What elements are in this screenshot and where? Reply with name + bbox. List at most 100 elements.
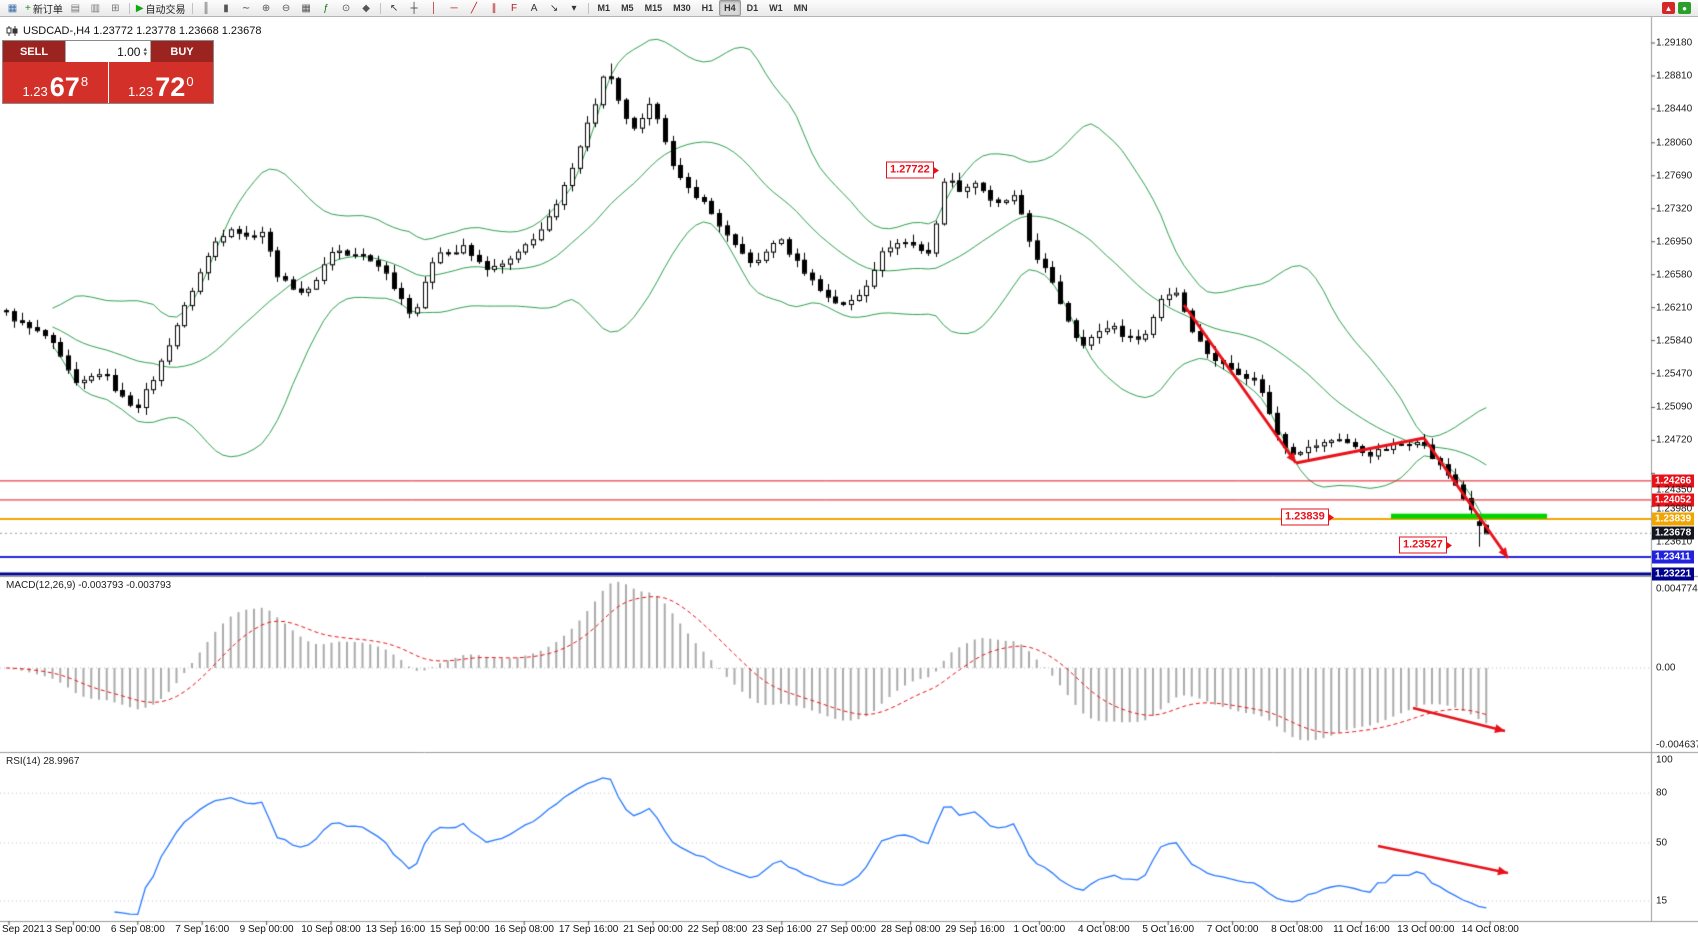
time-axis-label: 13 Oct 00:00 [1397,924,1455,935]
timeframe-m5-button[interactable]: M5 [621,3,634,13]
profiles-icon[interactable]: ▥ [86,1,105,16]
volume-stepper[interactable]: 1.00 ▴ ▾ [65,41,151,62]
rsi-label: RSI(14) 28.9967 [6,756,80,767]
time-axis-label: 15 Sep 00:00 [430,924,490,935]
channel-icon: ∥ [491,2,497,14]
rsi-axis-label: 50 [1656,837,1668,849]
cursor-icon[interactable]: ↖ [385,1,404,16]
chart-window-icon[interactable]: ▤ [66,1,85,16]
chart-title: USDCAD-,H4 1.23772 1.23778 1.23668 1.236… [6,25,262,37]
timeframe-mn-button[interactable]: MN [793,3,808,13]
time-axis-label: 13 Sep 16:00 [365,924,426,935]
autotrading-button[interactable]: ▶ 自动交易 [134,1,188,16]
cursor-icon: ↖ [389,2,399,14]
trendline-icon: ╱ [471,2,478,14]
volume-down-icon[interactable]: ▾ [143,50,147,58]
price-tick-label: 1.29180 [1656,37,1693,49]
candlestick-chart-icon[interactable]: ▮ [217,1,236,16]
price-tick-label: 1.23980 [1656,503,1693,515]
zoom-out-icon[interactable]: ⊖ [277,1,296,16]
price-tick-label: 1.26210 [1656,302,1693,314]
macd-axis-label: 0.004774 [1656,583,1698,595]
price-tick-label: 1.26580 [1656,269,1693,281]
chart-window-icon: ▤ [70,2,81,14]
price-tick-label: 1.24720 [1656,434,1693,446]
arrows-dropdown-icon: ▾ [571,2,577,14]
periods-icon: ⊙ [341,2,351,14]
text-icon[interactable]: A [525,1,544,16]
toolbar-separator [587,2,589,14]
toolbar-separator [191,2,193,14]
timeframe-m1-button[interactable]: M1 [597,3,611,13]
bar-chart-icon[interactable]: ║ [197,1,216,16]
volume-value[interactable]: 1.00 [117,44,141,59]
timeframe-d1-button[interactable]: D1 [746,3,759,13]
terminal-window-icon[interactable]: ⊞ [106,1,125,16]
buy-price-base: 1.23 [127,84,154,99]
alerts-icon[interactable]: ▲ [1662,2,1675,14]
channel-icon[interactable]: ∥ [485,1,504,16]
buy-price-big: 72 [155,72,186,102]
current-price-badge: 1.23678 [1652,526,1695,540]
crosshair-icon[interactable]: ┼ [405,1,424,16]
line-chart-icon[interactable]: ∼ [237,1,256,16]
price-tick-label: 1.25470 [1656,368,1693,380]
periods-icon[interactable]: ⊙ [337,1,356,16]
tile-windows-icon[interactable]: ▦ [297,1,316,16]
time-axis-label: 10 Sep 08:00 [301,924,361,935]
chart-icon [6,26,18,36]
timeframe-h4-button[interactable]: H4 [719,0,741,16]
timeframe-m30-button[interactable]: M30 [673,3,691,13]
text-icon: A [530,2,538,14]
price-tick-label: 1.23610 [1656,536,1693,548]
time-axis-label: 4 Oct 08:00 [1077,924,1130,935]
candlestick-chart-icon: ▮ [223,2,229,14]
buy-price-sup: 0 [186,74,194,89]
horizontal-line-icon: ─ [450,2,458,14]
market-icon[interactable]: ● [1678,2,1691,14]
buy-caption: BUY [151,41,213,62]
price-annotation-label[interactable]: 1.23839 [1281,508,1329,526]
price-line-badge: 1.23839 [1652,512,1695,526]
time-axis-label: 5 Oct 16:00 [1142,924,1195,935]
timeframe-w1-button[interactable]: W1 [769,3,783,13]
price-annotation-label[interactable]: 1.23527 [1399,536,1447,554]
vertical-line-icon[interactable]: │ [425,1,444,16]
time-axis-label: 14 Oct 08:00 [1461,924,1519,935]
time-axis-label: 8 Oct 08:00 [1271,924,1323,935]
time-axis-label: 23 Sep 16:00 [752,924,812,935]
time-axis-label: 29 Sep 16:00 [945,924,1005,935]
toolbar-right-group: ▲ ● [1662,2,1695,14]
volume-up-icon[interactable]: ▴ [143,45,147,53]
new-order-button[interactable]: + 新订单 [23,1,65,16]
time-axis-label: 27 Sep 00:00 [816,924,876,935]
fibonacci-icon[interactable]: F [505,1,524,16]
price-line-badge: 1.23221 [1652,567,1695,581]
sell-price-base: 1.23 [22,84,48,99]
price-line-badge: 1.23411 [1652,550,1694,564]
timeframe-m15-button[interactable]: M15 [644,3,663,13]
arrows-dropdown-icon[interactable]: ▾ [565,1,584,16]
macd-axis-label: 0.00 [1656,662,1676,674]
timeframe-h1-button[interactable]: H1 [701,3,714,13]
templates-icon: ◆ [362,2,370,14]
zoom-in-icon[interactable]: ⊕ [257,1,276,16]
arrows-icon[interactable]: ↘ [545,1,564,16]
templates-icon[interactable]: ◆ [357,1,376,16]
price-line-badge: 1.24052 [1652,493,1695,507]
price-annotation-label[interactable]: 1.27722 [886,161,934,179]
price-line-badge: 1.24266 [1652,474,1695,488]
symbols-window-icon[interactable]: ▦ [3,1,22,16]
rsi-axis-label: 100 [1656,754,1673,766]
buy-button[interactable]: 1.23 72 0 [108,62,213,103]
zoom-in-icon: ⊕ [261,2,271,14]
time-axis-label: 11 Oct 16:00 [1333,924,1390,935]
indicators-icon[interactable]: ƒ [317,1,336,16]
trendline-icon[interactable]: ╱ [465,1,484,16]
toolbar-separator [379,2,381,14]
sell-button[interactable]: 1.23 67 8 [3,62,108,103]
time-axis-label: Sep 2021 [2,924,45,935]
horizontal-line-icon[interactable]: ─ [445,1,464,16]
